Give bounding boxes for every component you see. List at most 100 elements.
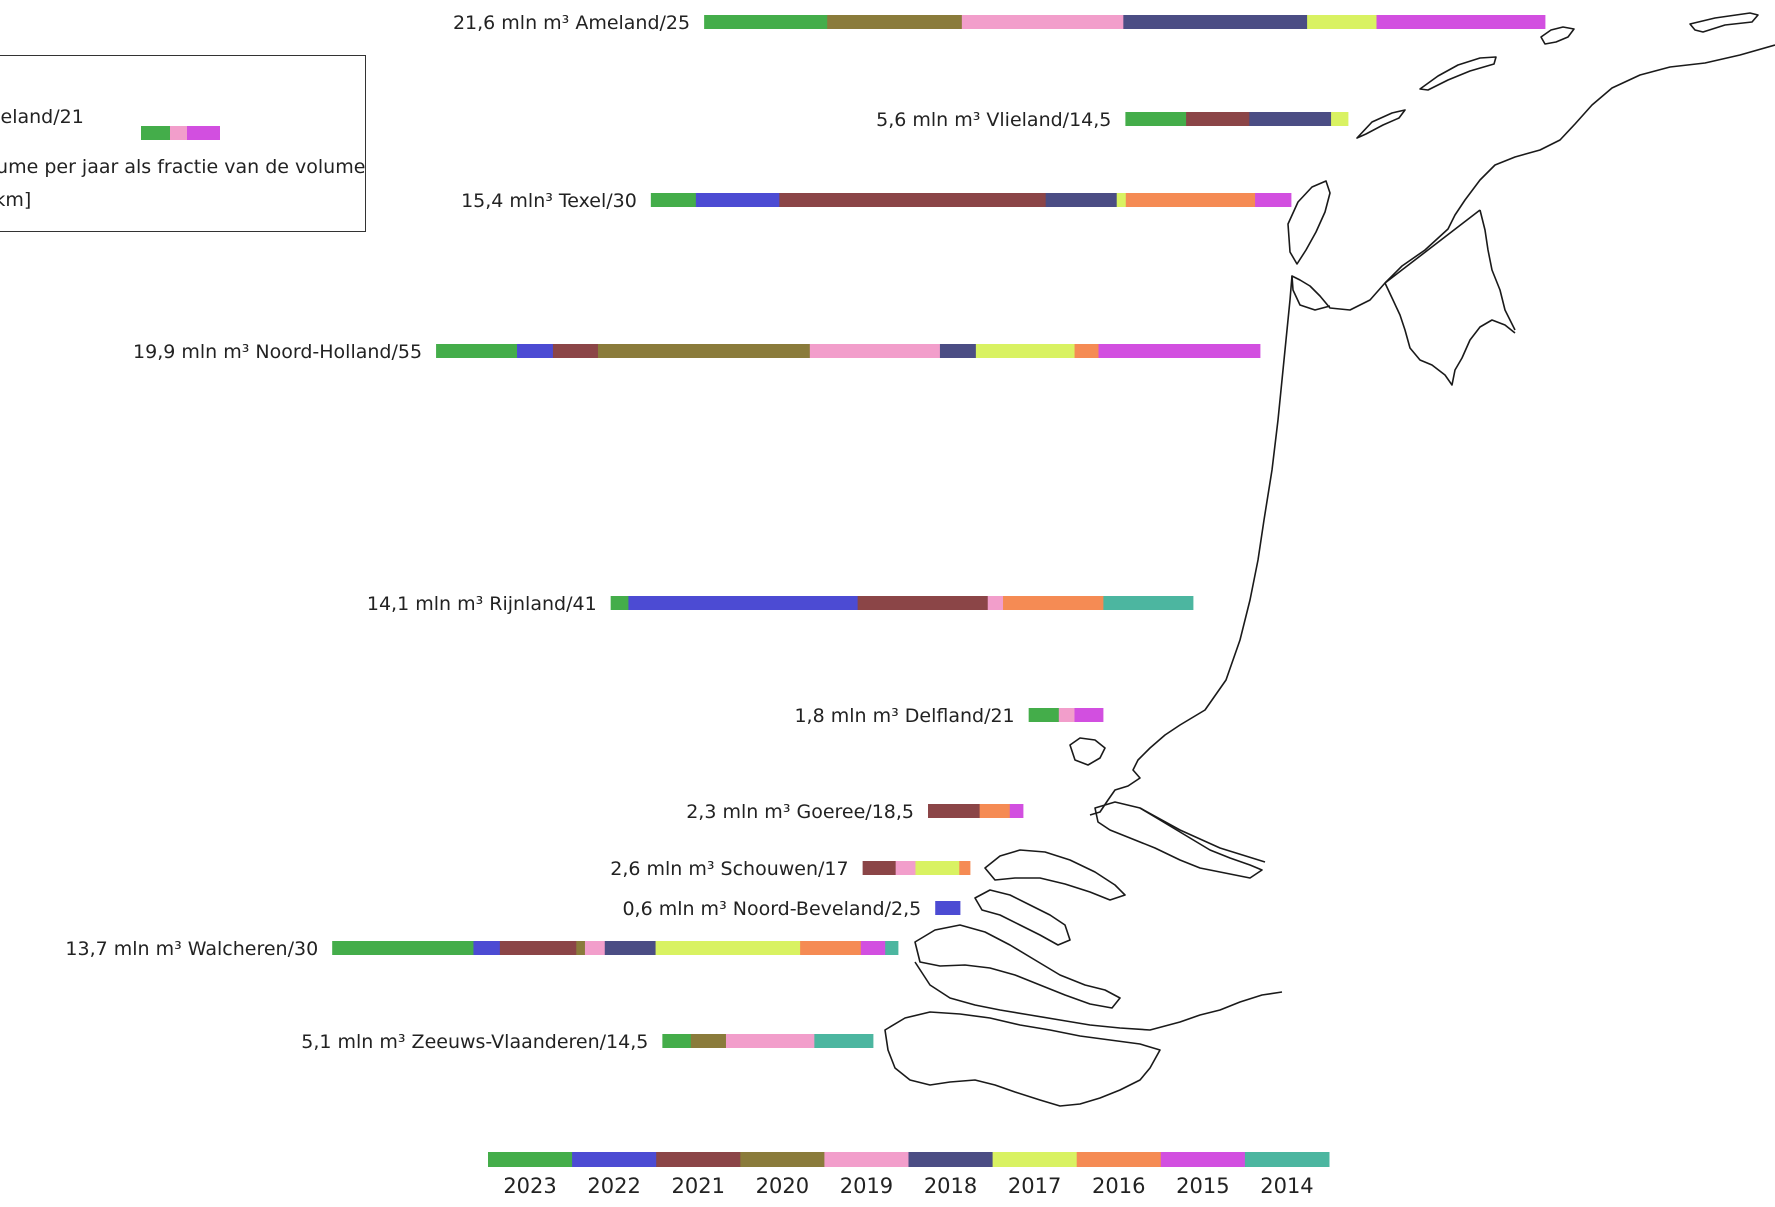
bar-goeree xyxy=(928,804,1024,818)
bar-segment-texel-2021 xyxy=(779,193,1047,207)
bar-segment-schouwen-2016 xyxy=(959,861,971,875)
legend-example-segment-2019 xyxy=(170,126,187,140)
bar-segment-texel-2022 xyxy=(695,193,780,207)
bar-segment-noord-holland-2017 xyxy=(975,344,1075,358)
bar-segment-delfland-2023 xyxy=(1028,708,1060,722)
bar-segment-rijnland-2019 xyxy=(987,596,1004,610)
bar-label-delfland: 1,8 mln m³ Delfland/21 xyxy=(794,705,1014,727)
bar-label-ameland: 21,6 mln m³ Ameland/25 xyxy=(453,12,690,34)
key-label-2015: 2015 xyxy=(1176,1174,1229,1198)
goeree-outline xyxy=(1094,801,1263,879)
region-labels: 21,6 mln m³ Ameland/25 5,6 mln m³ Vlielan… xyxy=(65,12,1111,1053)
bar-segment-goeree-2015 xyxy=(1009,804,1024,818)
bar-segment-walcheren-2015 xyxy=(860,941,886,955)
bar-segment-zeeuws-vlaanderen-2020 xyxy=(690,1034,727,1048)
bar-segment-rijnland-2021 xyxy=(857,596,989,610)
key-swatch-2015 xyxy=(1160,1152,1246,1167)
bar-segment-rijnland-2016 xyxy=(1003,596,1104,610)
key-label-2014: 2014 xyxy=(1260,1174,1313,1198)
bar-segment-schouwen-2017 xyxy=(915,861,960,875)
island-texel-outline xyxy=(1287,180,1331,265)
afsluitdijk-line xyxy=(1384,209,1481,284)
bar-segment-noord-beveland-2022 xyxy=(935,901,961,915)
bar-delfland xyxy=(1028,708,1104,722)
bar-segment-ameland-2018 xyxy=(1123,15,1308,29)
bar-segment-ameland-2023 xyxy=(704,15,828,29)
key-swatch-2023 xyxy=(488,1152,573,1167)
bar-noord-holland xyxy=(436,344,1261,358)
bar-segment-ameland-2020 xyxy=(827,15,963,29)
bar-segment-goeree-2016 xyxy=(979,804,1011,818)
bar-segment-zeeuws-vlaanderen-2023 xyxy=(662,1034,692,1048)
legend-example-segment-2023 xyxy=(141,126,170,140)
region-bars xyxy=(332,15,1546,1048)
zeeuws-vlaanderen-outline xyxy=(884,1011,1161,1107)
key-label-2020: 2020 xyxy=(756,1174,809,1198)
key-swatch-2021 xyxy=(656,1152,741,1167)
bar-schouwen xyxy=(862,861,971,875)
year-color-key xyxy=(488,1152,1330,1167)
key-swatch-2019 xyxy=(824,1152,909,1167)
mainland-north-outline xyxy=(1291,44,1775,311)
key-label-2021: 2021 xyxy=(672,1174,725,1198)
legend-volume-note: [suppletie volume per jaar als fractie v… xyxy=(0,156,366,178)
bar-segment-texel-2015 xyxy=(1255,193,1292,207)
coastline-map xyxy=(884,12,1775,1107)
bar-label-goeree: 2,3 mln m³ Goeree/18,5 xyxy=(686,801,914,823)
bar-label-texel: 15,4 mln³ Texel/30 xyxy=(461,190,637,212)
bar-segment-walcheren-2018 xyxy=(604,941,656,955)
bar-segment-rijnland-2022 xyxy=(628,596,859,610)
bar-label-noord-beveland: 0,6 mln m³ Noord-Beveland/2,5 xyxy=(622,898,921,920)
bar-label-noord-holland: 19,9 mln m³ Noord-Holland/55 xyxy=(133,341,422,363)
bar-segment-delfland-2019 xyxy=(1058,708,1075,722)
bar-segment-walcheren-2017 xyxy=(655,941,801,955)
bar-segment-noord-holland-2023 xyxy=(436,344,518,358)
bar-segment-vlieland-2017 xyxy=(1331,112,1349,126)
bar-segment-texel-2018 xyxy=(1045,193,1118,207)
bar-ameland xyxy=(704,15,1546,29)
island-vlieland-outline xyxy=(1356,109,1406,139)
bar-label-rijnland: 14,1 mln m³ Rijnland/41 xyxy=(367,593,597,615)
bar-segment-zeeuws-vlaanderen-2019 xyxy=(725,1034,815,1048)
bar-segment-noord-holland-2019 xyxy=(809,344,941,358)
legend-example-label: Ameland/21 xyxy=(0,106,84,128)
legend-example-bar xyxy=(141,126,220,140)
bar-segment-walcheren-2022 xyxy=(473,941,501,955)
island-ameland-outline xyxy=(1540,26,1575,45)
bar-segment-vlieland-2023 xyxy=(1125,112,1187,126)
bar-segment-texel-2016 xyxy=(1125,193,1256,207)
key-swatch-2017 xyxy=(992,1152,1078,1167)
bar-segment-zeeuws-vlaanderen-2014 xyxy=(814,1034,874,1048)
bar-segment-texel-2017 xyxy=(1116,193,1127,207)
harbour-delfland-outline xyxy=(1069,737,1106,766)
bar-segment-noord-holland-2020 xyxy=(597,344,811,358)
key-label-2023: 2023 xyxy=(503,1174,556,1198)
key-swatch-2018 xyxy=(908,1152,994,1167)
holland-coast-outline xyxy=(1089,275,1293,816)
bar-segment-delfland-2015 xyxy=(1074,708,1104,722)
key-swatch-2014 xyxy=(1244,1152,1330,1167)
key-swatch-2016 xyxy=(1076,1152,1162,1167)
legend-example-segment-2015 xyxy=(187,126,220,140)
key-swatch-2020 xyxy=(740,1152,825,1167)
bar-segment-ameland-2015 xyxy=(1376,15,1546,29)
bar-rijnland xyxy=(610,596,1194,610)
island-terschelling-outline xyxy=(1419,56,1497,91)
bar-segment-noord-holland-2021 xyxy=(552,344,599,358)
bar-vlieland xyxy=(1125,112,1349,126)
bar-segment-walcheren-2020 xyxy=(576,941,586,955)
bar-segment-noord-holland-2016 xyxy=(1074,344,1099,358)
inland-shore-outline xyxy=(1384,282,1516,386)
bar-segment-noord-holland-2015 xyxy=(1098,344,1261,358)
bar-walcheren xyxy=(332,941,899,955)
bar-segment-texel-2023 xyxy=(650,193,697,207)
key-label-2022: 2022 xyxy=(587,1174,640,1198)
bar-segment-vlieland-2018 xyxy=(1249,112,1332,126)
bar-noord-beveland xyxy=(935,901,961,915)
bar-segment-noord-holland-2018 xyxy=(939,344,977,358)
bar-segment-walcheren-2016 xyxy=(800,941,862,955)
key-label-2016: 2016 xyxy=(1092,1174,1145,1198)
bar-label-walcheren: 13,7 mln m³ Walcheren/30 xyxy=(65,938,318,960)
bar-segment-noord-holland-2022 xyxy=(517,344,554,358)
legend-length-note: [km] xyxy=(0,189,32,211)
